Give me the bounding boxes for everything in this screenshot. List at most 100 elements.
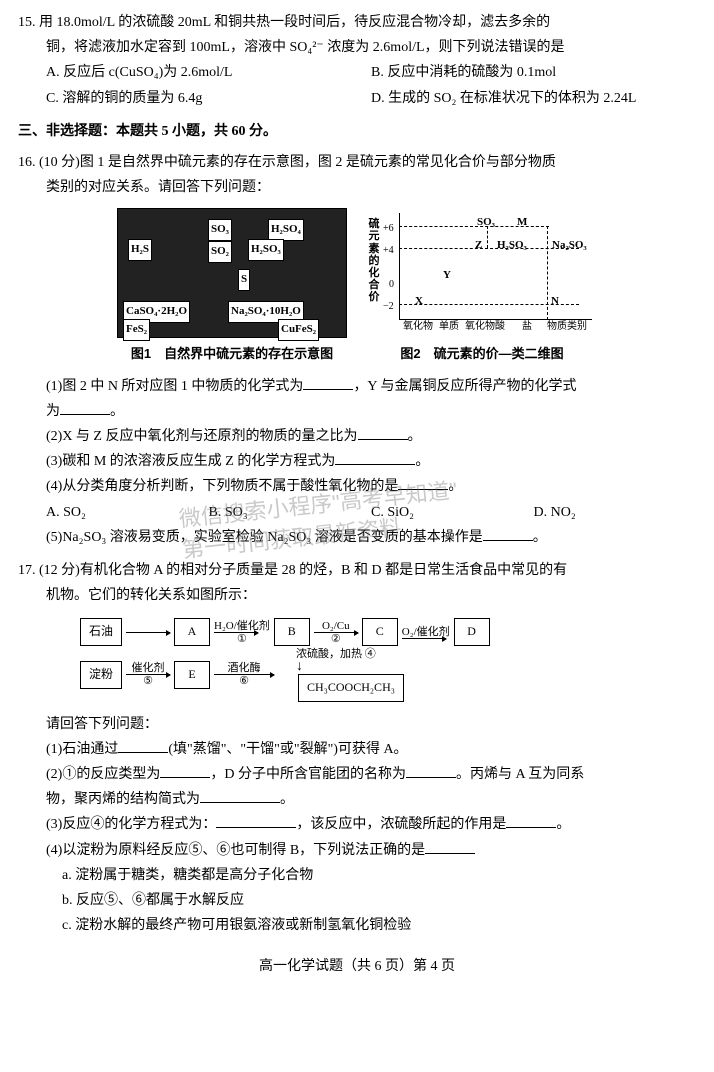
fig1-so3: SO₃ — [208, 219, 232, 241]
question-15: 15. 用 18.0mol/L 的浓硫酸 20mL 和铜共热一段时间后，待反应混… — [18, 10, 696, 111]
q15-optD: D. 生成的 SO₂ 在标准状况下的体积为 2.24L — [371, 86, 696, 111]
flow-row-1: 石油 A H₂O/催化剂 ① B O₂/Cu ② C O₂/催化剂 D — [78, 618, 696, 646]
question-16: 16. (10 分)图 1 是自然界中硫元素的存在示意图，图 2 是硫元素的常见… — [18, 150, 696, 550]
q16-p4: (4)从分类角度分析判断，下列物质不属于酸性氧化物的是。 — [18, 474, 696, 499]
r4-row: 浓硫酸，加热 ④ — [296, 648, 376, 660]
fig1-so2: SO₂ — [208, 241, 232, 263]
fig1-fes2: FeS₂ — [123, 319, 150, 341]
q15-optC: C. 溶解的铜的质量为 6.4g — [46, 86, 371, 111]
pt-m: M — [517, 213, 527, 233]
q17-p2d: 物，聚丙烯的结构简式为 — [46, 792, 200, 807]
r4: 浓硫酸，加热 — [296, 648, 362, 660]
q17-p2: (2)①的反应类型为，D 分子中所含官能团的名称为。丙烯与 A 互为同系 — [18, 762, 696, 787]
q17-p1a: (1)石油通过 — [46, 742, 118, 757]
fig2-ylabel: 硫元素的化合价 — [367, 218, 381, 303]
q16-p4optC: C. SiO₂ — [371, 500, 534, 525]
q17-p2-line2: 物，聚丙烯的结构简式为。 — [18, 787, 696, 812]
page-footer: 高一化学试题（共 6 页）第 4 页 — [18, 954, 696, 979]
q16-p1-line2: 为。 — [18, 399, 696, 424]
q16-p1a: (1)图 2 中 N 所对应图 1 中物质的化学式为 — [46, 379, 303, 394]
q16-p3b: 。 — [415, 454, 429, 469]
pt-z: Z — [475, 236, 482, 256]
r2: O₂/Cu — [314, 620, 358, 632]
q16-p5: (5)Na₂SO₃ 溶液易变质，实验室检验 Na₂SO₃ 溶液是否变质的基本操作… — [18, 525, 696, 550]
q16-p2a: (2)X 与 Z 反应中氧化剂与还原剂的物质的量之比为 — [46, 429, 358, 444]
q17-p1b: (填"蒸馏"、"干馏"或"裂解")可获得 A。 — [168, 742, 407, 757]
blank — [398, 476, 448, 490]
xl2: 单质 — [439, 318, 459, 336]
q16-p1c: 为 — [46, 404, 60, 419]
fig1-h2s: H₂S — [128, 239, 152, 261]
fig1-h2so3: H₂SO₃ — [248, 239, 284, 261]
q16-p4optB: B. SO₃ — [209, 500, 372, 525]
arrow-6: 酒化酶 ⑥ — [214, 662, 274, 687]
fig1-s: S — [238, 269, 250, 291]
arrow-3: O₂/催化剂 — [402, 626, 450, 639]
fig1-image: H₂S SO₃ SO₂ H₂SO₄ H₂SO₃ S CaSO₄·2H₂O FeS… — [117, 208, 347, 338]
q16-p3a: (3)碳和 M 的浓溶液反应生成 Z 的化学方程式为 — [46, 454, 335, 469]
q16-p4b: 。 — [448, 479, 462, 494]
r1: H₂O/催化剂 — [214, 620, 270, 632]
tick-0: 0 — [389, 276, 394, 294]
tick-n2: −2 — [383, 298, 394, 316]
q17-p1: (1)石油通过 (填"蒸馏"、"干馏"或"裂解")可获得 A。 — [18, 737, 696, 762]
blank — [335, 451, 415, 465]
fig1-h2so4: H₂SO₄ — [268, 219, 304, 241]
box-B: B — [274, 618, 310, 646]
q16-figures: H₂S SO₃ SO₂ H₂SO₄ H₂SO₃ S CaSO₄·2H₂O FeS… — [18, 208, 696, 365]
blank — [216, 814, 296, 828]
q17-p3: (3)反应④的化学方程式为：，该反应中，浓硫酸所起的作用是。 — [18, 812, 696, 837]
box-starch: 淀粉 — [80, 661, 122, 689]
q17-p4opc: c. 淀粉水解的最终产物可用银氨溶液或新制氢氧化铜检验 — [18, 913, 696, 938]
q17-ans: 请回答下列问题： — [18, 712, 696, 737]
blank — [200, 789, 280, 803]
blank — [303, 376, 353, 390]
box-C: C — [362, 618, 398, 646]
q16-p1d: 。 — [110, 404, 124, 419]
n4: ④ — [365, 648, 376, 660]
q15-optA: A. 反应后 c(CuSO₄)为 2.6mol/L — [46, 60, 371, 85]
blank — [406, 764, 456, 778]
q16-p2: (2)X 与 Z 反应中氧化剂与还原剂的物质的量之比为。 — [18, 424, 696, 449]
q15-text1: 用 18.0mol/L 的浓硫酸 20mL 和铜共热一段时间后，待反应混合物冷却… — [39, 15, 550, 30]
q17-p3c: 。 — [556, 817, 570, 832]
box-E: E — [174, 661, 210, 689]
pt-x: X — [415, 292, 423, 312]
q16-p4-options: A. SO₂ B. SO₃ C. SiO₂ D. NO₂ — [18, 500, 696, 525]
box-A: A — [174, 618, 210, 646]
n6: ⑥ — [214, 675, 274, 687]
q16-p4optA: A. SO₂ — [46, 500, 209, 525]
box-product: CH₃COOCH₂CH₃ — [298, 674, 404, 702]
blank — [118, 739, 168, 753]
arrow-2: O₂/Cu ② — [314, 620, 358, 645]
pt-so3: SO₃ — [477, 213, 495, 233]
fig2-caption: 图2 硫元素的价—类二维图 — [367, 342, 597, 365]
q17-intro1: (12 分)有机化合物 A 的相对分子质量是 28 的烃，B 和 D 都是日常生… — [39, 563, 567, 578]
q16-p5b: 。 — [533, 530, 547, 545]
question-17: 17. (12 分)有机化合物 A 的相对分子质量是 28 的烃，B 和 D 都… — [18, 558, 696, 938]
r5: 催化剂 — [126, 662, 170, 674]
q15-num: 15. — [18, 15, 36, 30]
arrow-1: H₂O/催化剂 ① — [214, 620, 270, 645]
n1: ① — [214, 633, 270, 645]
q16-intro1: (10 分)图 1 是自然界中硫元素的存在示意图，图 2 是硫元素的常见化合价与… — [39, 155, 556, 170]
pt-na2so3: Na₂SO₃ — [552, 236, 587, 256]
q17-p3a: (3)反应④的化学方程式为： — [46, 817, 216, 832]
q17-p4opa: a. 淀粉属于糖类，糖类都是高分子化合物 — [18, 863, 696, 888]
q17-p4a: (4)以淀粉为原料经反应⑤、⑥也可制得 B，下列说法正确的是 — [46, 843, 425, 858]
q15-options: A. 反应后 c(CuSO₄)为 2.6mol/L B. 反应中消耗的硫酸为 0… — [18, 60, 696, 110]
pt-h2so3: H₂SO₃ — [497, 236, 527, 256]
q17-p4: (4)以淀粉为原料经反应⑤、⑥也可制得 B，下列说法正确的是 — [18, 838, 696, 863]
flow-diagram: 石油 A H₂O/催化剂 ① B O₂/Cu ② C O₂/催化剂 D 淀粉 — [18, 618, 696, 701]
arrow — [126, 632, 170, 633]
xl5: 物质类别 — [547, 318, 587, 336]
dash-v2 — [547, 226, 548, 320]
q16-p1b: ，Y 与金属铜反应所得产物的化学式 — [353, 379, 576, 394]
xl1: 氧化物 — [403, 318, 433, 336]
q16-p1: (1)图 2 中 N 所对应图 1 中物质的化学式为 ，Y 与金属铜反应所得产物的… — [18, 374, 696, 399]
blank — [506, 814, 556, 828]
n2: ② — [314, 633, 358, 645]
q17-num: 17. — [18, 563, 36, 578]
box-D: D — [454, 618, 490, 646]
q17-p2a: (2)①的反应类型为 — [46, 767, 160, 782]
